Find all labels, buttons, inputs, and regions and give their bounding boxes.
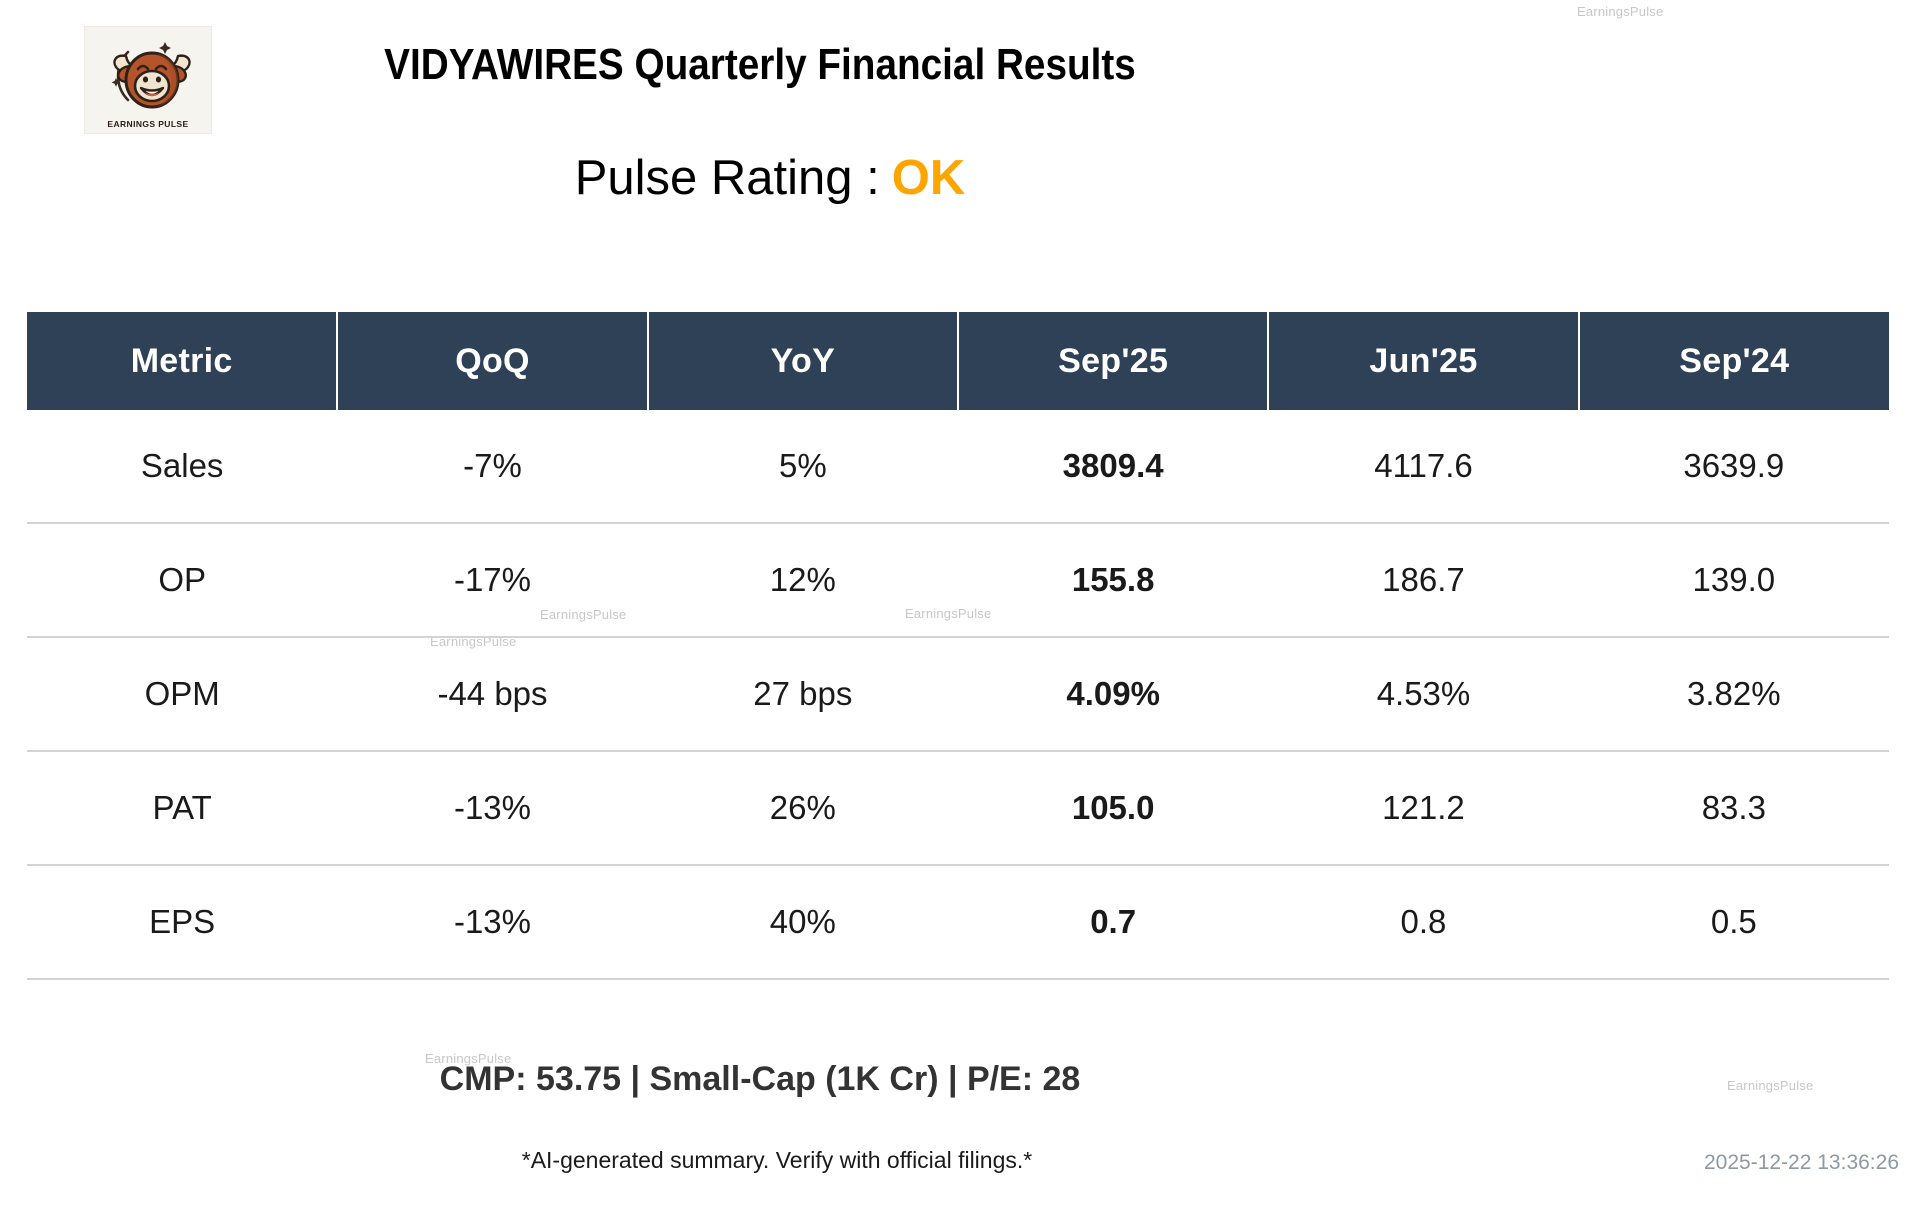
watermark: EarningsPulse	[1727, 1078, 1814, 1093]
pulse-rating-line: Pulse Rating : OK	[0, 150, 1540, 206]
disclaimer-text: *AI-generated summary. Verify with offic…	[521, 1147, 1033, 1173]
yoy-value: 40%	[647, 865, 958, 980]
table-header-cell-yoy: YoY	[647, 312, 959, 410]
table-row: Sales -7% 5% 3809.4 4117.6 3639.9	[27, 410, 1889, 524]
qoq-value: -13%	[337, 865, 648, 980]
year-ago-quarter-value: 139.0	[1578, 523, 1889, 638]
table-header-cell-metric: Metric	[27, 312, 339, 410]
metric-name: PAT	[27, 751, 338, 866]
prev-quarter-value: 121.2	[1268, 751, 1579, 866]
logo-caption: EARNINGS PULSE	[107, 119, 189, 129]
qoq-value: -7%	[337, 410, 648, 524]
prev-quarter-value: 186.7	[1268, 523, 1579, 638]
watermark: EarningsPulse	[1577, 4, 1664, 19]
table-row: PAT -13% 26% 105.0 121.2 83.3	[27, 751, 1889, 866]
year-ago-quarter-value: 83.3	[1578, 751, 1889, 866]
current-quarter-value: 155.8	[957, 523, 1269, 638]
qoq-value: -17%	[337, 523, 648, 638]
pulse-rating-value: OK	[891, 151, 966, 205]
current-quarter-value: 105.0	[957, 751, 1269, 866]
table-header-cell-qoq: QoQ	[337, 312, 649, 410]
table-header-cell-sep-24: Sep'24	[1578, 312, 1889, 410]
current-quarter-value: 0.7	[957, 865, 1269, 980]
table-body: Sales -7% 5% 3809.4 4117.6 3639.9 OP -17% 12% 155…	[27, 410, 1889, 980]
metric-name: OPM	[27, 637, 338, 752]
current-quarter-value: 4.09%	[957, 637, 1269, 752]
year-ago-quarter-value: 3639.9	[1578, 410, 1889, 524]
earnings-pulse-logo: EARNINGS PULSE	[84, 26, 212, 134]
yoy-value: 12%	[647, 523, 958, 638]
yoy-value: 26%	[647, 751, 958, 866]
financial-results-table: Metric QoQ YoY Sep'25 Jun'25 Sep'24 Sales -7% 5…	[27, 312, 1889, 980]
qoq-value: -13%	[337, 751, 648, 866]
yoy-value: 5%	[647, 410, 958, 524]
cmp-summary-line: CMP: 53.75 | Small-Cap (1K Cr) | P/E: 28	[439, 1060, 1081, 1098]
page-title: VIDYAWIRES Quarterly Financial Results	[384, 40, 1136, 89]
year-ago-quarter-value: 0.5	[1578, 865, 1889, 980]
yoy-value: 27 bps	[647, 637, 958, 752]
year-ago-quarter-value: 3.82%	[1578, 637, 1889, 752]
qoq-value: -44 bps	[337, 637, 648, 752]
current-quarter-value: 3809.4	[957, 410, 1269, 524]
metric-name: EPS	[27, 865, 338, 980]
table-row: OPM -44 bps 27 bps 4.09% 4.53% 3.82%	[27, 637, 1889, 752]
table-header-row: Metric QoQ YoY Sep'25 Jun'25 Sep'24	[27, 312, 1889, 410]
prev-quarter-value: 4.53%	[1268, 637, 1579, 752]
pulse-rating-label: Pulse Rating :	[574, 151, 880, 205]
prev-quarter-value: 4117.6	[1268, 410, 1579, 524]
generated-timestamp: 2025-12-22 13:36:26	[1704, 1151, 1899, 1174]
bull-mascot-icon	[111, 42, 191, 109]
metric-name: OP	[27, 523, 338, 638]
table-header-cell-jun-25: Jun'25	[1268, 312, 1580, 410]
table-row: OP -17% 12% 155.8 186.7 139.0	[27, 523, 1889, 638]
table-row: EPS -13% 40% 0.7 0.8 0.5	[27, 865, 1889, 980]
metric-name: Sales	[27, 410, 338, 524]
table-header-cell-sep-25: Sep'25	[957, 312, 1270, 410]
prev-quarter-value: 0.8	[1268, 865, 1579, 980]
